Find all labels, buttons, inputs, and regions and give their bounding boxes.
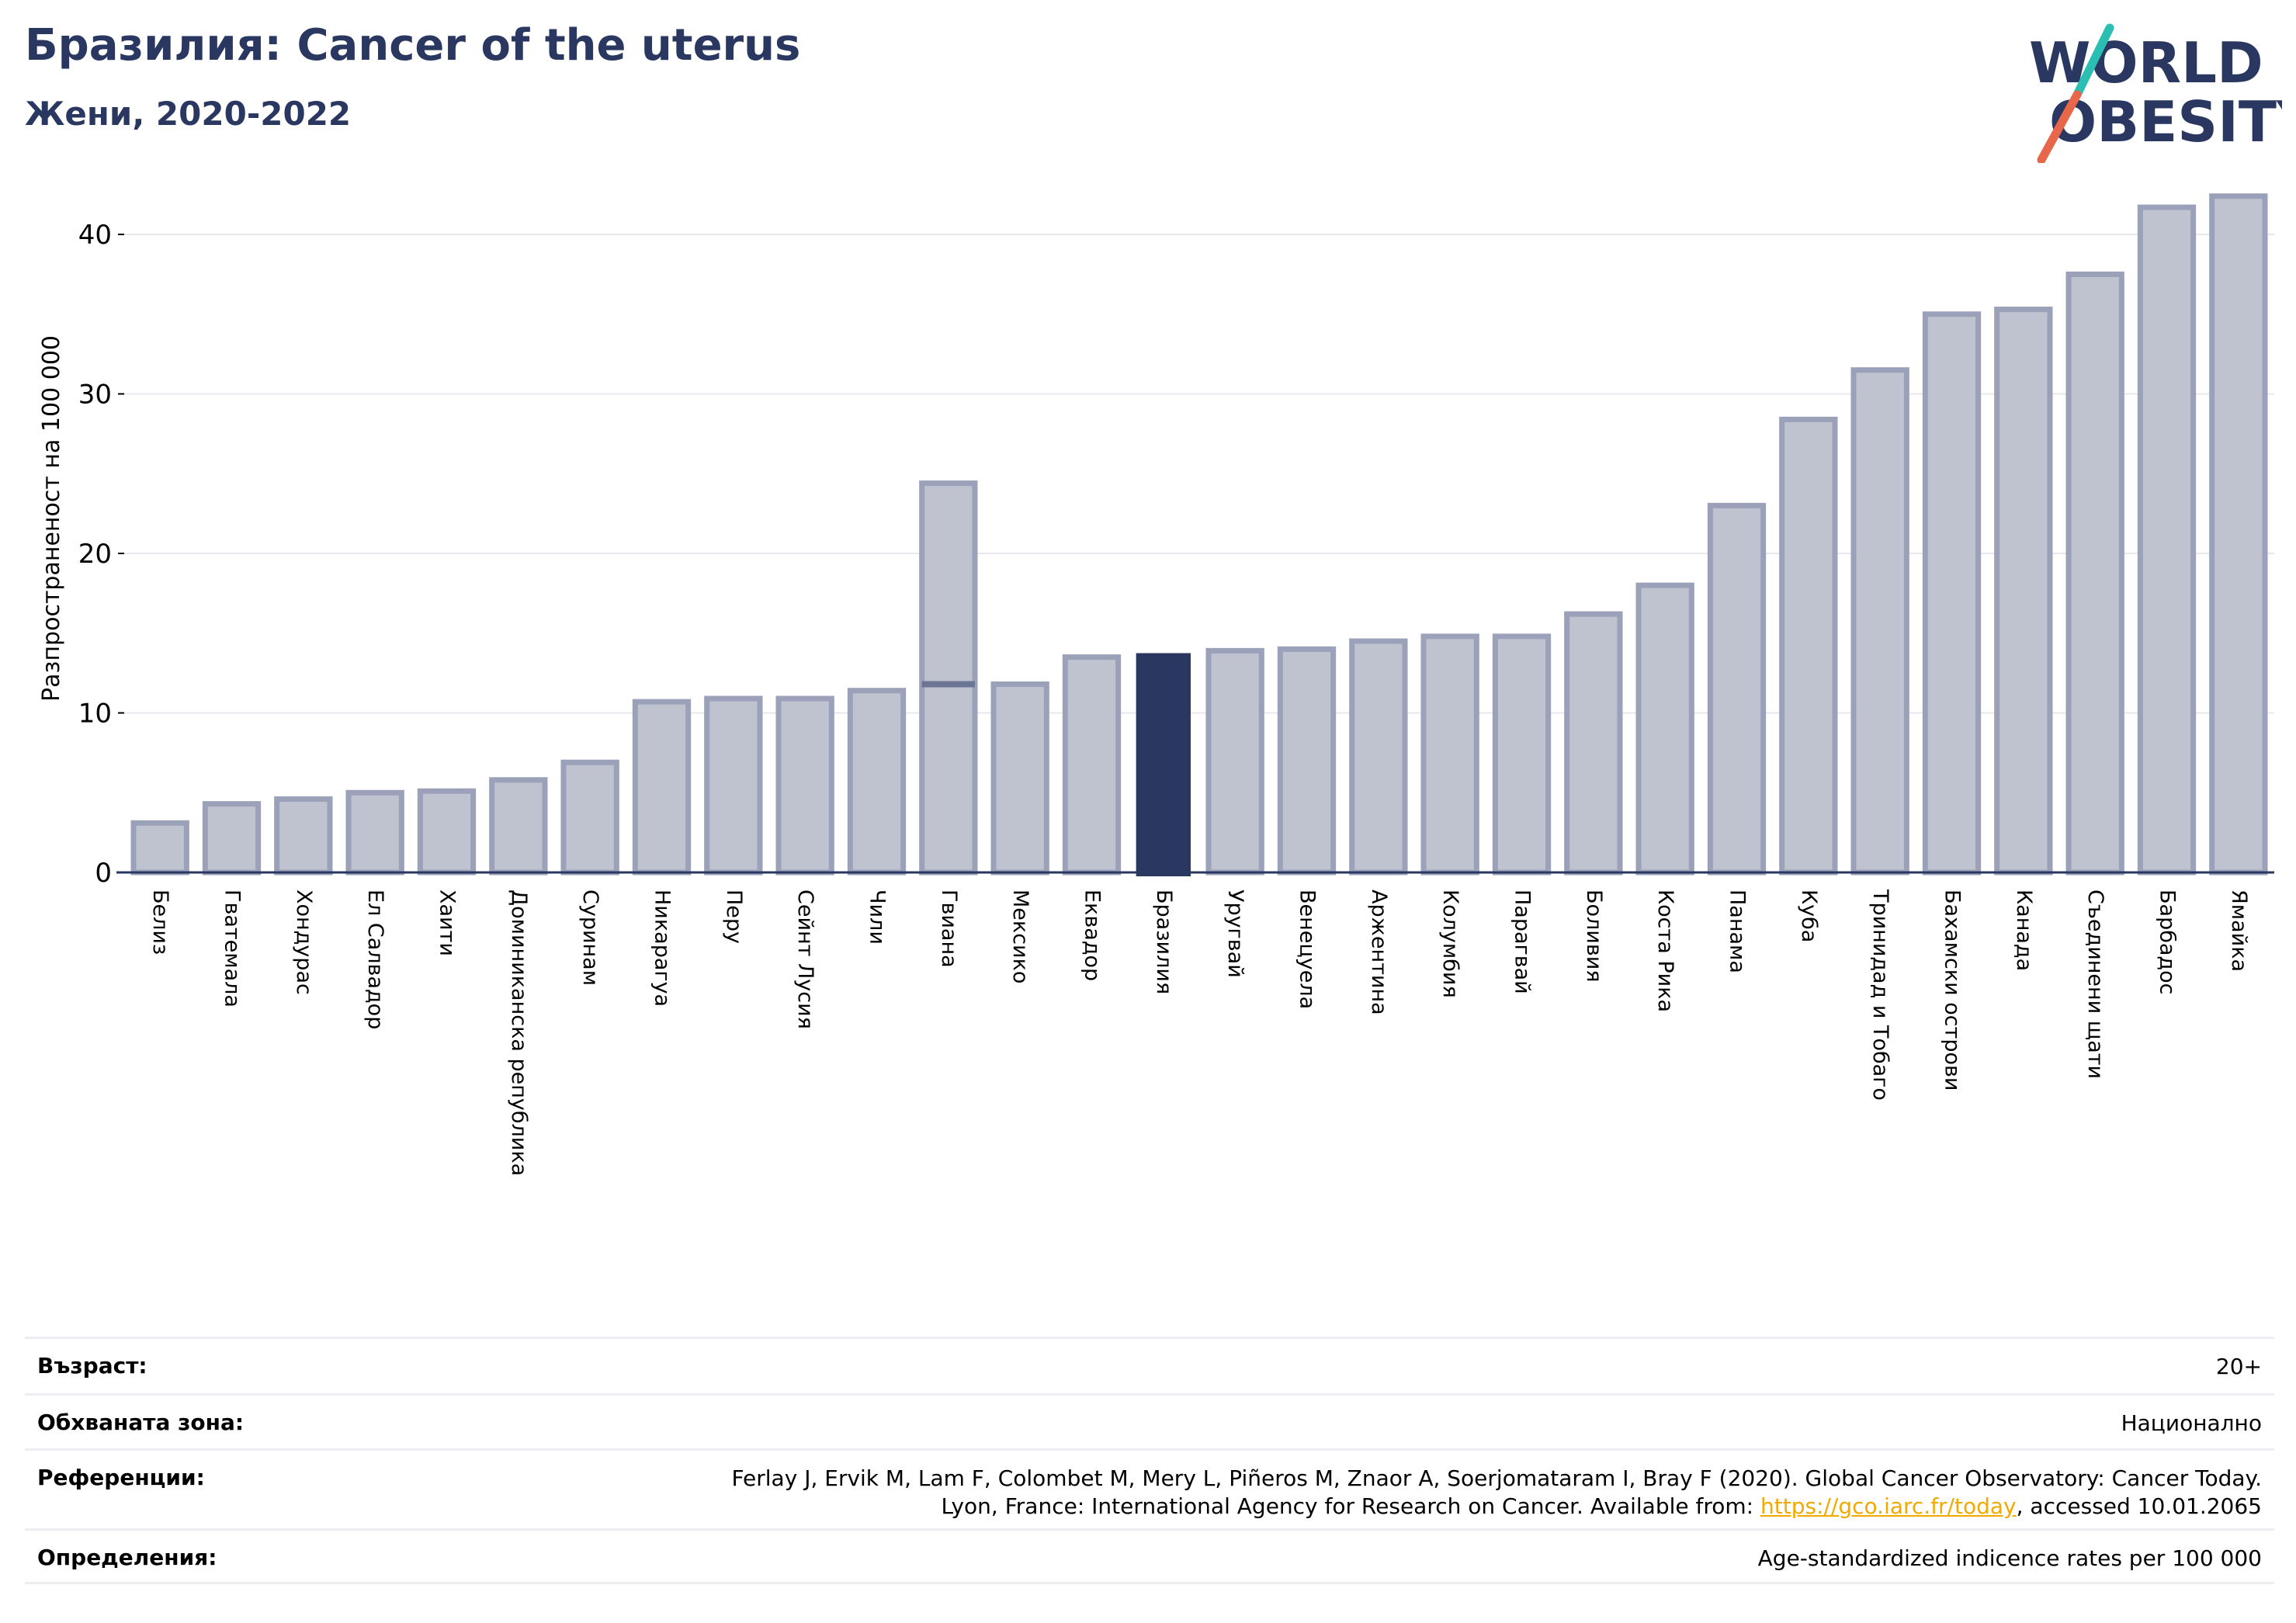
info-value-age: 20+ [2215,1354,2262,1379]
bar-25 [1922,311,1982,876]
bar-19 [1492,633,1552,876]
x-tick-label-19: Парагвай [1510,890,1535,994]
bar-14 [1136,653,1191,877]
bar-1 [202,801,262,876]
info-label-coverage: Обхваната зона: [37,1410,245,1435]
bar-12 [990,681,1049,876]
bar-6 [560,759,619,876]
page-title: Бразилия: Cancer of the uterus [25,20,801,71]
x-tick-label-14: Бразилия [1152,890,1176,994]
bars [130,193,2268,877]
references-line2-pre: Lyon, France: International Agency for R… [941,1493,1760,1519]
x-tick-label-26: Канада [2012,890,2036,971]
x-tick-label-29: Ямайка [2227,890,2251,972]
bar-16 [1277,646,1337,876]
x-tick-label-18: Колумбия [1438,890,1462,998]
logo-slash-teal [2072,23,2114,99]
info-row-age: Възраст: 20+ [25,1337,2274,1393]
logo-line1: WORLD [2029,30,2263,95]
x-tick-label-5: Доминиканска република [507,890,531,1176]
bar-21 [1635,582,1694,876]
info-row-coverage: Обхваната зона: Национално [25,1393,2274,1448]
info-label-definitions: Определения: [37,1545,217,1570]
x-tick-label-1: Гватемала [220,890,245,1007]
info-value-references: Ferlay J, Ervik M, Lam F, Colombet M, Me… [731,1465,2262,1521]
y-tick-label: 10 [78,699,112,730]
bar-10 [847,688,907,876]
x-tick-label-28: Барбадос [2156,890,2180,994]
bar-chart: 0 10 20 30 40 Белиз Гватемала Хондурас Ел Салвад… [38,193,2274,1176]
x-tick-label-23: Куба [1797,890,1821,942]
y-tick-label: 20 [78,539,112,570]
bar-5 [489,777,548,876]
x-tick-label-6: Суринам [578,890,602,986]
info-value-coverage: Национално [2121,1410,2262,1436]
logo-line2: OBESITY [2049,89,2282,154]
x-tick-label-4: Хаити [435,890,460,956]
x-tick-label-20: Боливия [1582,890,1606,983]
bar-8 [704,695,763,876]
bar-29 [2209,193,2268,876]
x-tick-label-3: Ел Салвадор [363,890,387,1029]
x-tick-label-9: Сейнт Лусия [793,890,817,1029]
bar-9 [775,695,834,876]
bar-11 [919,480,978,876]
bar-20 [1564,611,1623,876]
references-line1: Ferlay J, Ervik M, Lam F, Colombet M, Me… [731,1465,2262,1491]
x-tick-label-10: Чили [865,890,890,945]
y-tick-label: 0 [95,858,112,889]
x-tick-label-7: Никарагуа [650,890,675,1007]
info-value-definitions: Age-standardized indicence rates per 100… [1757,1545,2262,1571]
x-tick-label-17: Аржентина [1367,890,1391,1015]
x-tick-label-16: Венецуела [1295,890,1320,1009]
references-line2-post: , accessed 10.01.2065 [2016,1493,2262,1519]
x-tick-label-0: Белиз [148,890,172,955]
info-label-references: Референции: [37,1465,205,1490]
page-subtitle: Жени, 2020-2022 [25,95,352,133]
info-label-age: Възраст: [37,1353,147,1379]
x-tick-label-21: Коста Рика [1653,890,1677,1012]
x-tick-label-24: Тринидад и Тобаго [1868,889,1892,1101]
y-tick-label: 30 [78,380,112,411]
axes: 0 10 20 30 40 Белиз Гватемала Хондурас Ел Салвад… [78,220,2274,1176]
world-obesity-logo: WORLD OBESITY [2029,23,2282,163]
x-tick-label-27: Съединени щати [2083,890,2107,1079]
bar-18 [1420,633,1479,876]
bar-24 [1850,367,1909,876]
bar-15 [1205,647,1264,876]
bar-23 [1779,416,1838,876]
bar-27 [2065,271,2124,876]
x-tick-label-22: Панама [1725,890,1750,973]
bar-3 [345,789,404,876]
logo-slash-orange [2037,90,2082,163]
bar-28 [2137,204,2197,876]
bar-22 [1707,502,1767,876]
info-row-references: Референции: Ferlay J, Ervik M, Lam F, Co… [25,1448,2274,1528]
bar-2 [274,796,333,876]
x-tick-label-11: Гвиана [937,890,961,968]
bar-7 [632,699,692,876]
x-tick-label-15: Уругвай [1223,890,1247,978]
x-tick-label-13: Еквадор [1080,890,1105,981]
x-tick-label-8: Перу [722,890,746,944]
bar-0 [130,820,189,876]
bar-4 [417,788,477,876]
x-tick-label-25: Бахамски острови [1941,890,1965,1091]
y-axis-label: Разпространеност на 100 000 [38,335,65,702]
x-tick-label-12: Мексико [1008,890,1032,983]
bar-26 [1994,307,2053,876]
grid-lines [124,234,2274,714]
bar-13 [1062,654,1122,876]
references-link[interactable]: https://gco.iarc.fr/today [1760,1493,2017,1519]
x-tick-label-2: Хондурас [292,890,316,995]
info-table: Възраст: 20+ Обхваната зона: Национално … [25,1337,2274,1584]
info-row-definitions: Определения: Age-standardized indicence … [25,1528,2274,1584]
marker-0 [921,681,975,688]
y-tick-label: 40 [78,220,112,251]
bar-17 [1349,638,1408,876]
